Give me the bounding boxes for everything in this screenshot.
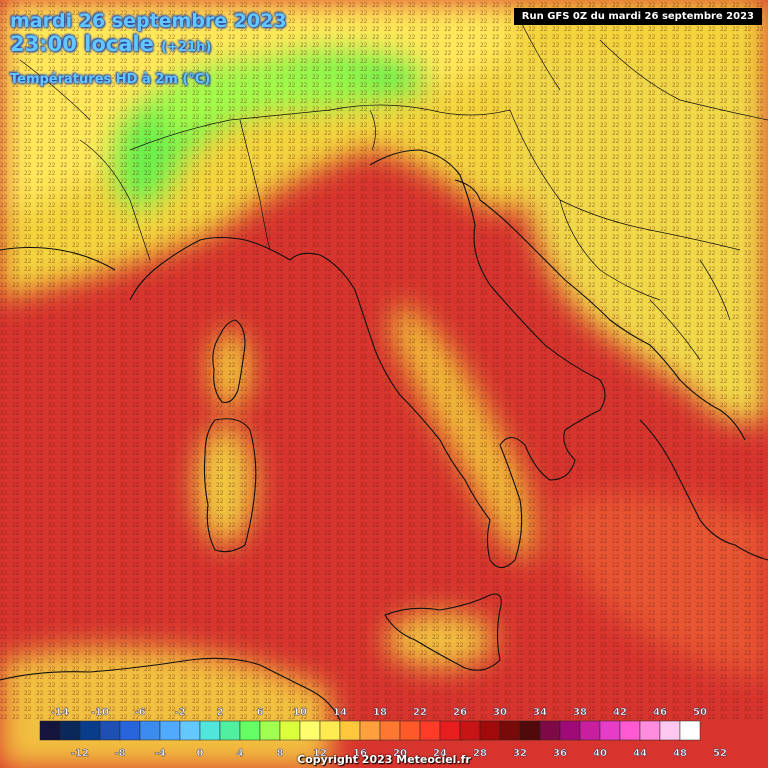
coastlines <box>0 149 768 721</box>
country-borders <box>19 19 768 361</box>
time-offset: (+21h) <box>161 40 212 55</box>
time-label: 23:00 locale <box>10 32 154 56</box>
map-date: mardi 26 septembre 2023 <box>10 10 287 32</box>
map-variable: Températures HD à 2m (°C) <box>10 72 211 87</box>
run-info-box: Run GFS 0Z du mardi 26 septembre 2023 <box>513 8 762 25</box>
copyright: Copyright 2023 Meteociel.fr <box>297 753 471 766</box>
map-time: 23:00 locale (+21h) <box>10 32 211 56</box>
